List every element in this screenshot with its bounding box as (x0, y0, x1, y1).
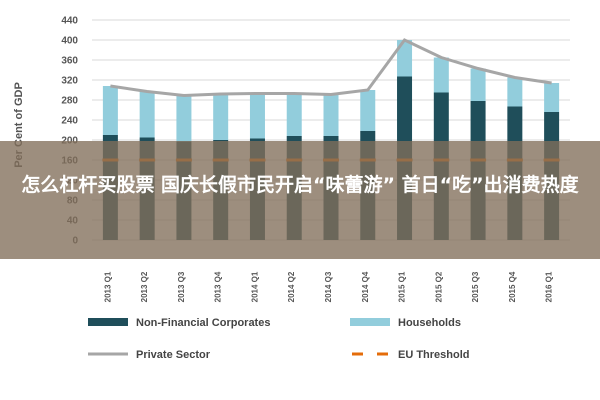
y-tick-label: 280 (61, 96, 78, 107)
bar-households (286, 93, 302, 136)
bar-households (249, 93, 265, 139)
x-axis-ticks: 2013 Q1 2013 Q2 2013 Q3 2013 Q4 2014 Q1 2014 … (103, 271, 553, 302)
x-tick-label: 2015 Q1 (398, 271, 407, 302)
legend-swatch-households (350, 318, 390, 326)
x-tick-label: 2014 Q2 (287, 271, 296, 302)
x-tick-label: 2014 Q1 (250, 271, 259, 302)
bar-households (323, 94, 339, 136)
bar-households (360, 90, 376, 131)
bar-households (544, 83, 560, 112)
y-tick-label: 400 (61, 36, 78, 47)
y-tick-label: 240 (61, 116, 78, 127)
bar-households (176, 95, 192, 142)
legend-label-households: Households (398, 317, 461, 329)
headline-banner: 怎么杠杆买股票 国庆长假市民开启“味蕾游” 首日“吃”出消费热度 (0, 141, 600, 259)
bar-households (470, 68, 486, 101)
bar-households (102, 86, 118, 135)
x-tick-label: 2013 Q2 (140, 271, 149, 302)
x-tick-label: 2016 Q1 (545, 271, 554, 302)
line-private-sector (110, 38, 552, 98)
y-tick-label: 360 (61, 56, 78, 67)
x-tick-label: 2014 Q4 (361, 271, 370, 302)
bar-households (213, 94, 229, 140)
x-tick-label: 2015 Q4 (508, 271, 517, 302)
legend-swatch-non-financial-corporates (88, 318, 128, 326)
headline-text[interactable]: 怎么杠杆买股票 国庆长假市民开启“味蕾游” 首日“吃”出消费热度 (21, 174, 579, 196)
x-tick-label: 2013 Q1 (103, 271, 112, 302)
y-tick-label: 320 (61, 76, 78, 87)
legend-label-private-sector: Private Sector (136, 349, 211, 361)
legend-label-eu-threshold: EU Threshold (398, 349, 470, 361)
x-tick-label: 2013 Q3 (177, 271, 186, 302)
legend: Non-Financial Corporates Households Privat… (88, 317, 470, 361)
bar-households (507, 77, 523, 107)
bar-households (139, 91, 155, 138)
y-tick-label: 440 (61, 16, 78, 27)
x-tick-label: 2015 Q3 (471, 271, 480, 302)
x-tick-label: 2014 Q3 (324, 271, 333, 302)
x-tick-label: 2015 Q2 (434, 271, 443, 302)
legend-label-non-financial-corporates: Non-Financial Corporates (136, 317, 270, 329)
bar-households (397, 40, 413, 77)
x-tick-label: 2013 Q4 (214, 271, 223, 302)
bar-households (433, 57, 449, 93)
